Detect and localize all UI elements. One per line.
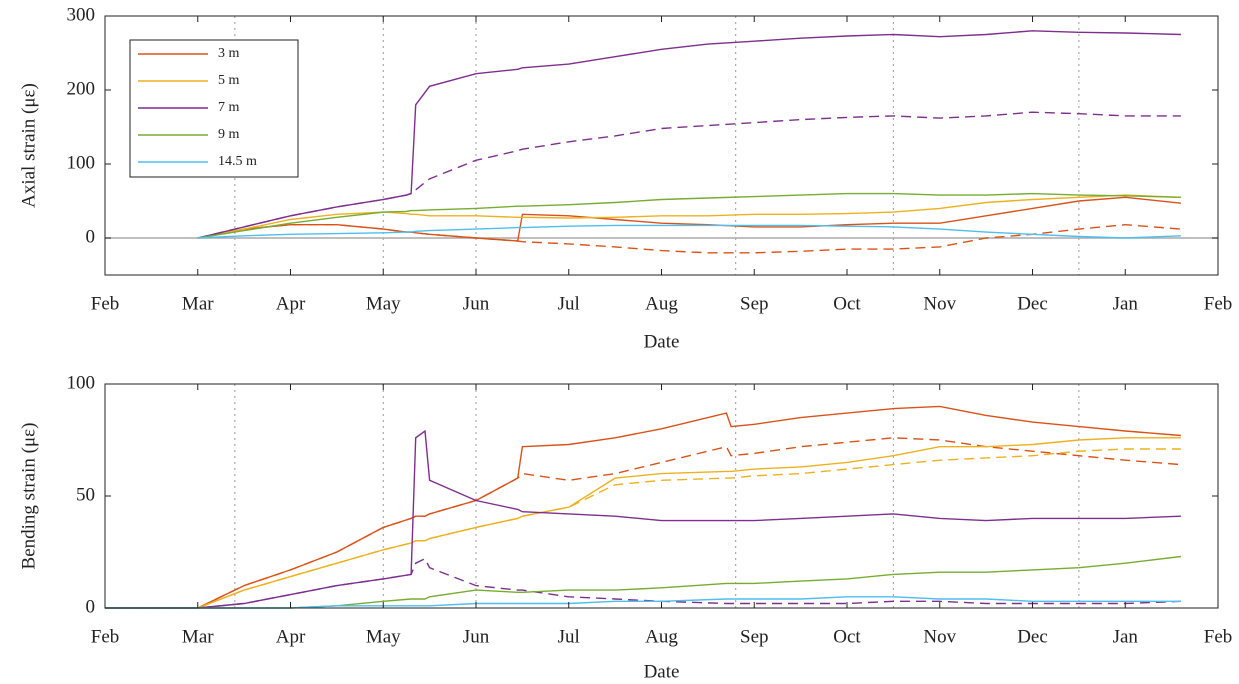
legend-label: 5 m [218,73,240,88]
series-line [105,448,1181,609]
x-tick-label: Feb [1204,626,1233,647]
legend-label: 9 m [218,127,240,142]
x-tick-label: Nov [923,626,956,647]
x-tick-label: Feb [1204,293,1233,314]
x-tick-label: Jun [463,293,490,314]
x-tick-label: Feb [91,626,120,647]
x-tick-label: Nov [923,293,956,314]
x-tick-label: Sep [740,293,769,314]
series-line [105,555,1181,609]
x-tick-label: May [366,626,401,647]
series-line [105,557,1181,609]
series-line [105,437,1181,609]
legend: 3 m 5 m 7 m 9 m 14.5 m [129,39,299,178]
x-tick-label: Feb [91,293,120,314]
y-tick-label: 200 [67,78,96,99]
x-tick-label: Sep [740,626,769,647]
y-axis-label: Bending strain (με) [18,423,39,570]
y-tick-label: 0 [86,596,96,617]
x-tick-label: Aug [645,293,678,314]
x-axis-label: Date [644,331,680,352]
plot-area [105,384,1218,608]
y-tick-label: 100 [67,372,96,393]
y-tick-label: 100 [67,152,96,173]
y-tick-label: 50 [76,484,95,505]
legend-label: 14.5 m [218,154,257,169]
legend-label: 3 m [218,46,240,61]
x-tick-label: Jul [558,293,580,314]
x-tick-label: Mar [182,293,214,314]
x-tick-label: Apr [276,293,306,314]
x-tick-label: Jul [558,626,580,647]
x-tick-label: Jun [463,626,490,647]
x-tick-label: Oct [833,626,861,647]
x-tick-label: May [366,293,401,314]
series-line [197,192,1181,239]
series-line [105,405,1181,609]
y-axis-label: Axial strain (με) [18,83,39,208]
x-tick-label: Jan [1113,293,1139,314]
x-tick-label: Dec [1017,626,1048,647]
series-line [105,596,1181,609]
series-line [197,111,1181,239]
series-line [197,224,1181,239]
x-tick-label: Dec [1017,293,1048,314]
x-tick-label: Oct [833,293,861,314]
x-tick-label: Apr [276,626,306,647]
x-tick-label: Mar [182,626,214,647]
x-tick-label: Aug [645,626,678,647]
legend-label: 7 m [218,100,240,115]
x-tick-label: Jan [1113,626,1139,647]
y-tick-label: 0 [86,226,96,247]
x-axis-label: Date [644,661,680,682]
y-tick-label: 300 [67,4,96,25]
